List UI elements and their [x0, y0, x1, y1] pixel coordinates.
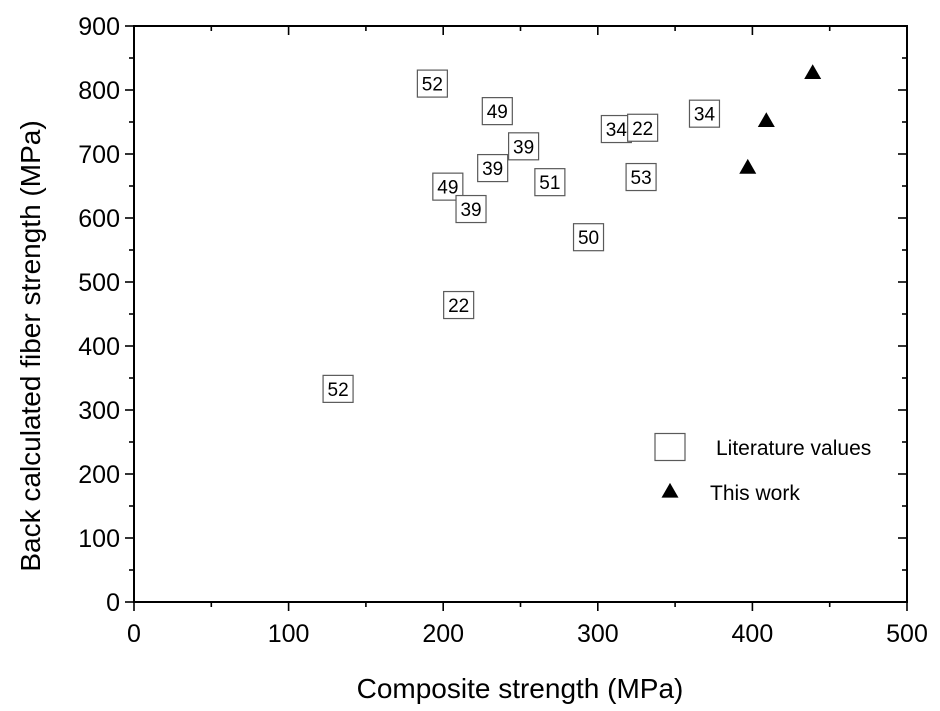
literature-point: 34	[600, 114, 632, 144]
y-tick-label: 800	[78, 77, 120, 105]
literature-point: 39	[455, 194, 487, 224]
literature-marker	[477, 153, 509, 183]
x-tick-label: 200	[422, 620, 464, 648]
plot-frame	[133, 25, 908, 603]
literature-marker	[688, 99, 721, 128]
literature-point: 53	[625, 162, 657, 192]
axis-ticks: 0 100 200 300 400 500 0 100 200 300 400 500 600 700 80…	[78, 13, 928, 648]
literature-marker	[416, 69, 448, 98]
point-ref-label: 39	[513, 137, 534, 158]
legend-item: Literature values	[654, 432, 871, 462]
x-axis-title: Composite strength (MPa)	[357, 673, 684, 704]
y-tick-label: 700	[78, 141, 120, 169]
this-work-point	[804, 64, 822, 79]
this-work-point	[757, 112, 775, 127]
literature-point: 39	[507, 132, 540, 161]
literature-marker	[455, 194, 487, 224]
point-ref-label: 22	[632, 119, 653, 140]
literature-point: 50	[572, 223, 605, 252]
literature-point: 51	[534, 168, 566, 197]
literature-marker	[572, 223, 605, 252]
legend-square-icon	[654, 432, 686, 462]
legend-item: This work	[661, 482, 800, 505]
point-ref-label: 52	[422, 75, 443, 96]
y-tick-label: 100	[78, 525, 120, 553]
legend-triangle-icon	[661, 482, 679, 498]
point-ref-label: 34	[694, 105, 716, 126]
y-tick-label: 0	[106, 589, 120, 617]
literature-marker	[481, 97, 513, 126]
point-ref-label: 49	[487, 102, 508, 123]
literature-marker	[600, 114, 632, 144]
literature-point: 34	[688, 99, 721, 128]
literature-point: 52	[416, 69, 448, 98]
y-tick-label: 400	[78, 333, 120, 361]
y-axis-title: Back calculated fiber strength (MPa)	[15, 120, 46, 571]
y-tick-label: 300	[78, 397, 120, 425]
y-tick-label: 900	[78, 13, 120, 41]
plot-area	[133, 25, 908, 603]
literature-marker	[625, 162, 657, 192]
y-tick-label: 600	[78, 205, 120, 233]
point-ref-label: 39	[482, 159, 503, 180]
x-tick-label: 0	[127, 620, 141, 648]
point-ref-label: 49	[437, 178, 458, 199]
literature-marker	[507, 132, 540, 161]
x-tick-label: 500	[886, 620, 928, 648]
literature-point: 22	[443, 290, 475, 320]
legend-label: Literature values	[716, 437, 871, 460]
x-tick-label: 300	[577, 620, 619, 648]
y-tick-label: 500	[78, 269, 120, 297]
literature-point: 52	[322, 374, 354, 403]
legend-label: This work	[710, 482, 800, 505]
point-ref-label: 53	[631, 168, 652, 189]
literature-point: 49	[481, 97, 513, 126]
point-ref-label: 22	[448, 296, 469, 317]
point-ref-label: 50	[578, 228, 599, 249]
literature-point: 39	[477, 153, 509, 183]
point-ref-label: 51	[539, 173, 560, 194]
literature-marker	[322, 374, 354, 403]
literature-marker	[627, 113, 659, 142]
this-work-point	[739, 158, 757, 174]
point-ref-label: 39	[460, 200, 481, 221]
x-tick-label: 100	[268, 620, 310, 648]
literature-marker	[443, 290, 475, 320]
literature-point: 22	[627, 113, 659, 142]
point-ref-label: 52	[328, 380, 349, 401]
y-tick-label: 200	[78, 461, 120, 489]
legend: Literature values This work	[654, 432, 871, 505]
x-tick-label: 400	[732, 620, 774, 648]
literature-marker	[534, 168, 566, 197]
point-ref-label: 34	[606, 120, 628, 141]
